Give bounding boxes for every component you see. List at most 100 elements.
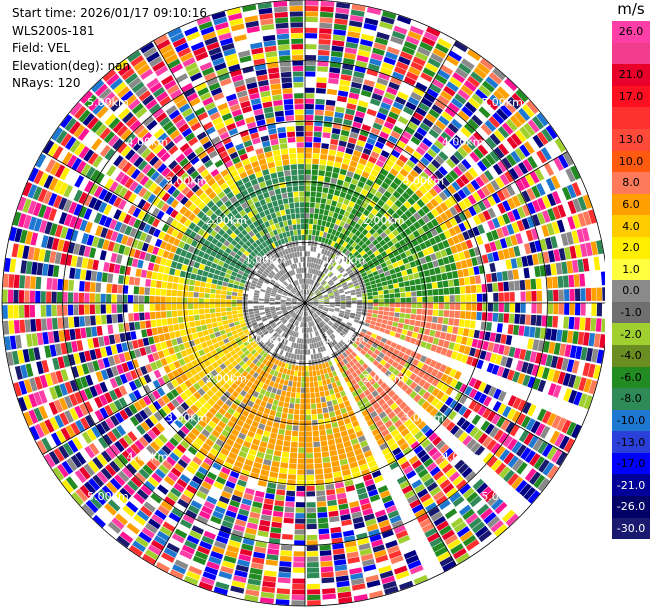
velocity-gate [312,306,318,310]
velocity-gate [307,278,309,284]
velocity-gate [316,369,321,376]
velocity-gate [138,531,152,544]
velocity-gate [234,346,241,353]
velocity-gate [228,433,237,442]
velocity-gate [195,343,203,351]
velocity-gate [430,144,441,154]
velocity-gate [231,494,242,503]
velocity-gate [501,187,511,199]
velocity-gate [330,377,336,384]
velocity-gates [2,0,605,606]
velocity-gate [334,559,347,566]
velocity-gate [62,442,74,456]
velocity-gate [430,198,439,208]
velocity-gate [155,422,165,433]
velocity-gate [435,225,443,234]
velocity-gate [48,386,58,400]
velocity-gate [215,308,221,313]
velocity-gate [529,453,541,467]
velocity-gate [389,298,395,303]
velocity-gate [383,56,397,66]
velocity-gate [319,346,324,353]
velocity-gate [198,292,205,298]
velocity-gate [269,329,275,334]
velocity-gate [305,93,315,99]
velocity-gate [88,478,101,491]
velocity-gate [285,430,292,436]
velocity-gate [533,456,546,470]
velocity-gate [373,306,379,311]
velocity-gate [372,239,379,246]
velocity-gate [345,422,353,430]
velocity-gate [462,435,473,446]
velocity-gate [564,246,572,260]
velocity-gate [286,340,291,347]
velocity-gate [318,363,323,370]
velocity-gate [231,303,237,307]
velocity-gate [358,366,366,373]
velocity-gate [421,224,430,233]
velocity-gate [343,286,349,290]
velocity-gate [259,296,265,299]
velocity-gate [189,321,196,328]
velocity-gate [316,318,321,323]
velocity-gate [585,303,592,316]
velocity-gate [186,484,198,495]
velocity-gate [299,414,305,421]
velocity-gate [183,341,191,349]
velocity-gate [451,181,461,192]
velocity-gate [294,337,298,343]
velocity-gate [169,331,176,339]
velocity-gate [194,550,209,561]
velocity-gate [318,305,324,308]
velocity-gate [243,340,250,347]
velocity-gate [496,271,503,282]
velocity-gate [427,309,433,316]
velocity-gate [469,426,480,438]
velocity-gate [320,560,333,567]
velocity-gate [340,300,346,303]
velocity-gate [466,303,472,311]
velocity-gate [345,546,358,554]
velocity-gate [401,485,413,495]
velocity-gate [507,455,519,468]
velocity-gate [326,343,331,349]
velocity-gate [411,479,423,489]
velocity-gate [182,291,188,297]
velocity-gate [223,359,231,367]
velocity-gate [311,326,315,332]
velocity-gate [167,324,175,332]
velocity-gate [531,303,537,314]
velocity-gate [365,574,380,583]
velocity-gate [577,361,585,376]
velocity-gate [522,104,535,118]
velocity-gate [490,442,502,455]
velocity-gate [405,308,412,314]
velocity-gate [257,480,267,487]
velocity-gate [241,370,249,378]
velocity-gate [351,227,358,234]
velocity-gate [511,410,522,423]
velocity-gate [106,314,113,324]
velocity-gate [376,235,383,243]
velocity-gate [322,281,328,287]
velocity-gate [317,506,327,513]
velocity-gate [454,370,462,380]
velocity-gate [315,93,326,100]
velocity-gate [409,390,418,399]
velocity-gate [346,279,353,284]
velocity-gate [311,332,315,338]
velocity-gate [300,316,303,322]
velocity-gate [235,484,246,493]
velocity-gate [344,540,357,548]
velocity-gate [429,486,442,497]
velocity-gate [111,284,118,294]
velocity-gate [530,314,537,326]
velocity-gate [260,313,266,318]
velocity-gate [341,215,348,223]
velocity-gate [327,239,333,246]
velocity-gate [69,407,79,421]
velocity-gate [283,517,294,524]
velocity-gate [320,198,327,204]
velocity-gate [427,289,433,296]
